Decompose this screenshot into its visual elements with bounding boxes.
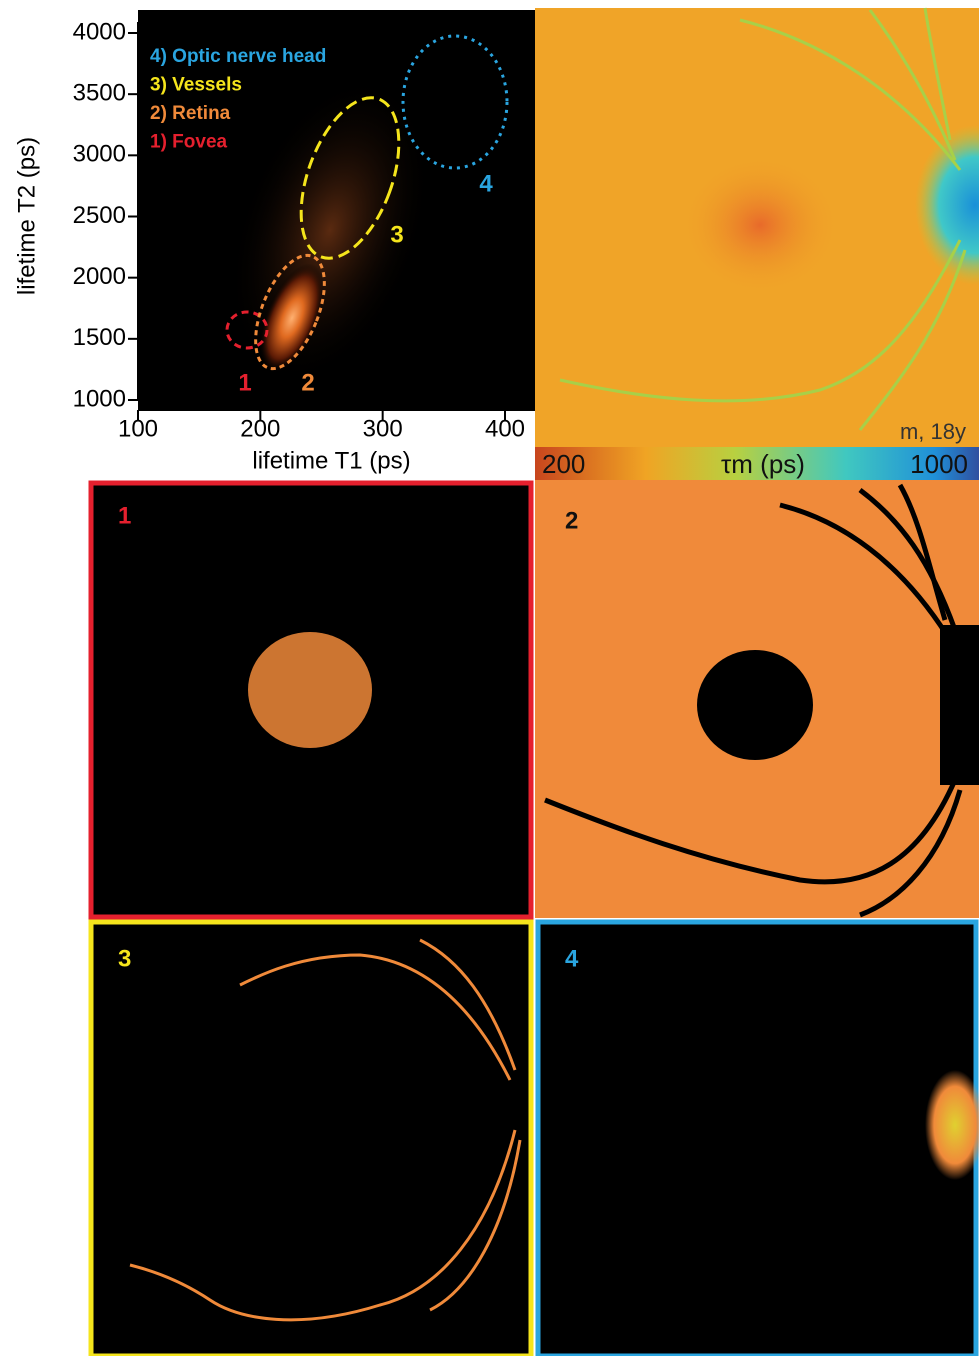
vessel-holes — [544, 483, 963, 918]
region-label: 3 — [390, 221, 403, 248]
panel-label: 3 — [118, 945, 131, 972]
disc-hole — [940, 625, 979, 785]
panel-frame — [88, 919, 534, 1356]
disc-mask — [925, 1070, 979, 1180]
colorbar — [535, 447, 979, 480]
x-tick-label: 300 — [363, 415, 403, 442]
x-axis-title: lifetime T1 (ps) — [252, 447, 410, 474]
panel-frame — [535, 919, 979, 1356]
region-label: 1 — [238, 369, 251, 396]
fovea-hole — [697, 650, 813, 760]
colorbar-title: τm (ps) — [721, 449, 805, 479]
density-plot: 1000 1500 2000 2500 3000 3500 4000 100 200 300 400… — [13, 18, 535, 474]
y-tick-label: 4000 — [73, 18, 126, 45]
y-tick-label: 3000 — [73, 141, 126, 168]
y-axis-title: lifetime T2 (ps) — [13, 137, 40, 295]
fundus-labels: m, 18y 200 τm (ps) 1000 — [542, 419, 968, 479]
density-peak — [259, 263, 325, 373]
legend-entry: 4) Optic nerve head — [150, 46, 326, 67]
x-tick-label: 400 — [485, 415, 525, 442]
legend-entry: 2) Retina — [150, 103, 231, 124]
y-tick-label: 3500 — [73, 80, 126, 107]
colorbar-max: 1000 — [910, 449, 968, 479]
panel-label: 2 — [565, 507, 578, 534]
region-outline — [299, 96, 401, 260]
y-tick-label: 1500 — [73, 324, 126, 351]
region-outline — [401, 34, 509, 170]
optic-disc — [915, 125, 979, 285]
fovea-mask — [248, 632, 372, 748]
colorbar-min: 200 — [542, 449, 585, 479]
y-tick-label: 2000 — [73, 263, 126, 290]
region-outline — [254, 253, 326, 371]
y-tick-label: 2500 — [73, 202, 126, 229]
vessel-mask — [129, 938, 522, 1322]
panel-labels: 1 2 3 4 — [118, 502, 579, 972]
panel-label: 1 — [118, 502, 131, 529]
y-tick-label: 1000 — [73, 385, 126, 412]
panel-label: 4 — [565, 945, 579, 972]
legend-entry: 3) Vessels — [150, 75, 242, 96]
legend-entry: 1) Fovea — [150, 132, 228, 153]
x-tick-label: 200 — [240, 415, 280, 442]
vessels — [559, 7, 967, 431]
fovea-area — [680, 155, 840, 295]
x-tick-label: 100 — [118, 415, 158, 442]
region-outline — [225, 310, 269, 350]
region-label: 2 — [301, 369, 314, 396]
annotation: m, 18y — [900, 419, 966, 444]
region-label: 4 — [479, 170, 493, 197]
